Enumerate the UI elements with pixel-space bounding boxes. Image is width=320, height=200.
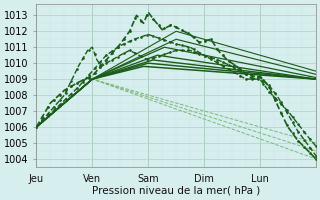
X-axis label: Pression niveau de la mer( hPa ): Pression niveau de la mer( hPa ): [92, 186, 260, 196]
